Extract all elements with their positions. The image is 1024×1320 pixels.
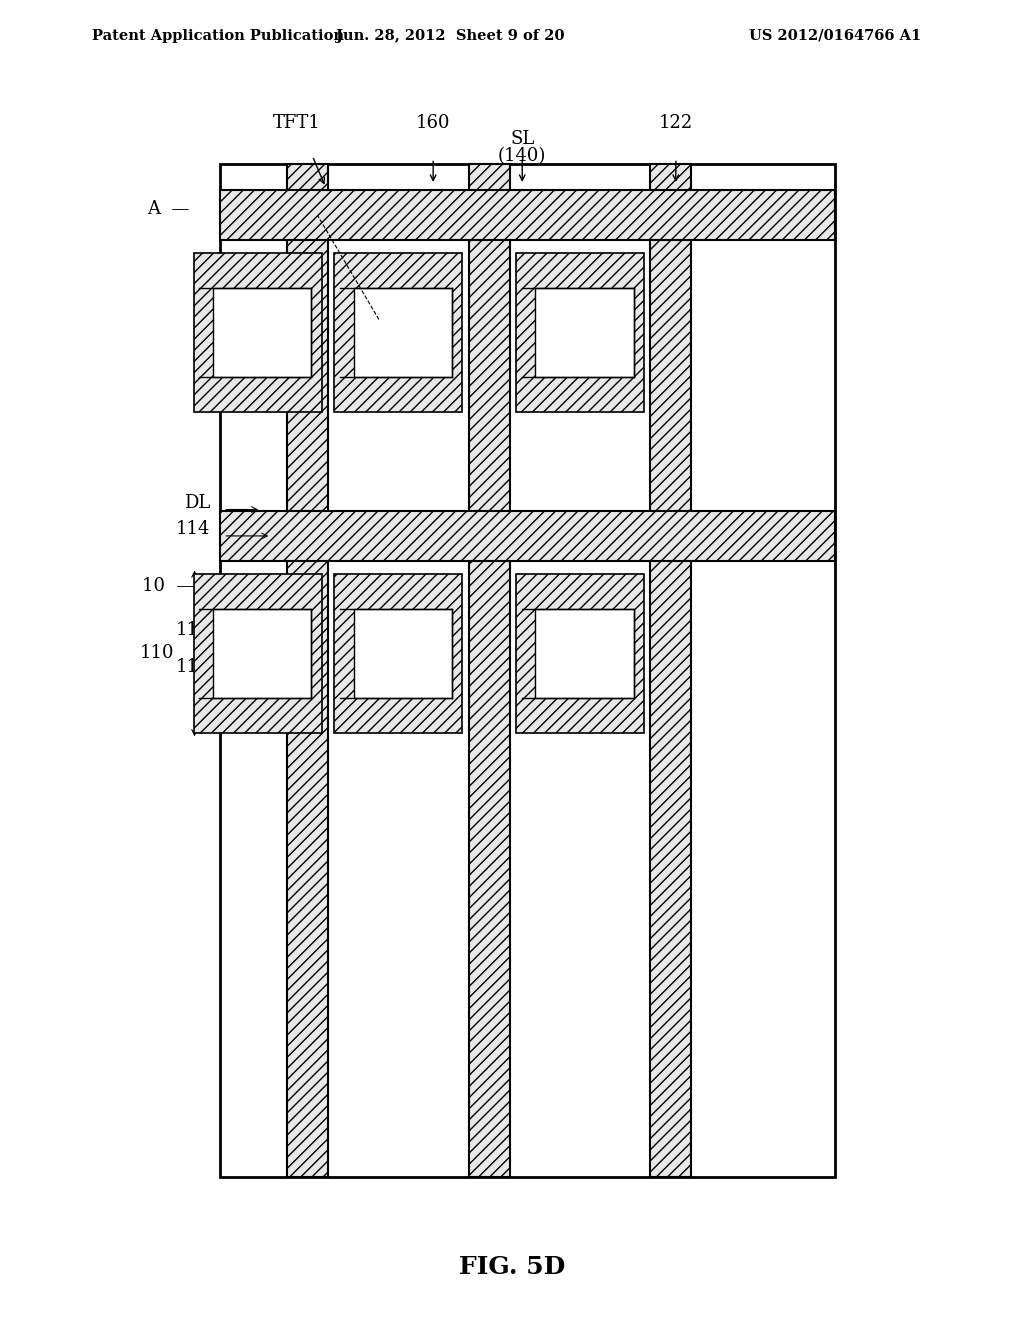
Text: FIG. 5D: FIG. 5D xyxy=(459,1255,565,1279)
Bar xyxy=(220,511,835,561)
Text: DL: DL xyxy=(183,494,210,512)
Bar xyxy=(213,609,311,698)
Text: 114: 114 xyxy=(175,520,210,539)
Text: 10  —: 10 — xyxy=(142,577,195,595)
Bar xyxy=(220,164,835,1177)
Text: TFT1: TFT1 xyxy=(273,114,321,132)
Bar xyxy=(194,253,322,412)
Text: A': A' xyxy=(380,327,398,346)
Text: 160: 160 xyxy=(416,114,451,132)
Text: SL: SL xyxy=(510,129,535,148)
Bar xyxy=(353,288,453,378)
Text: 122: 122 xyxy=(658,114,693,132)
Bar xyxy=(469,164,510,1177)
Bar xyxy=(220,190,835,240)
Bar xyxy=(353,609,453,698)
Text: (140): (140) xyxy=(498,147,547,165)
Bar xyxy=(536,288,634,378)
Bar xyxy=(650,164,691,1177)
Text: US 2012/0164766 A1: US 2012/0164766 A1 xyxy=(750,29,922,42)
Text: 110: 110 xyxy=(139,644,174,663)
Bar xyxy=(213,288,311,378)
Bar xyxy=(334,253,463,412)
Bar xyxy=(516,574,644,733)
Bar xyxy=(287,164,328,1177)
Bar xyxy=(194,574,322,733)
Text: A  —: A — xyxy=(147,199,189,218)
Bar xyxy=(536,609,634,698)
Text: Jun. 28, 2012  Sheet 9 of 20: Jun. 28, 2012 Sheet 9 of 20 xyxy=(336,29,565,42)
Bar xyxy=(516,253,644,412)
Text: Patent Application Publication: Patent Application Publication xyxy=(92,29,344,42)
Text: 116: 116 xyxy=(175,657,210,676)
Text: 118: 118 xyxy=(175,620,210,639)
Bar xyxy=(334,574,463,733)
